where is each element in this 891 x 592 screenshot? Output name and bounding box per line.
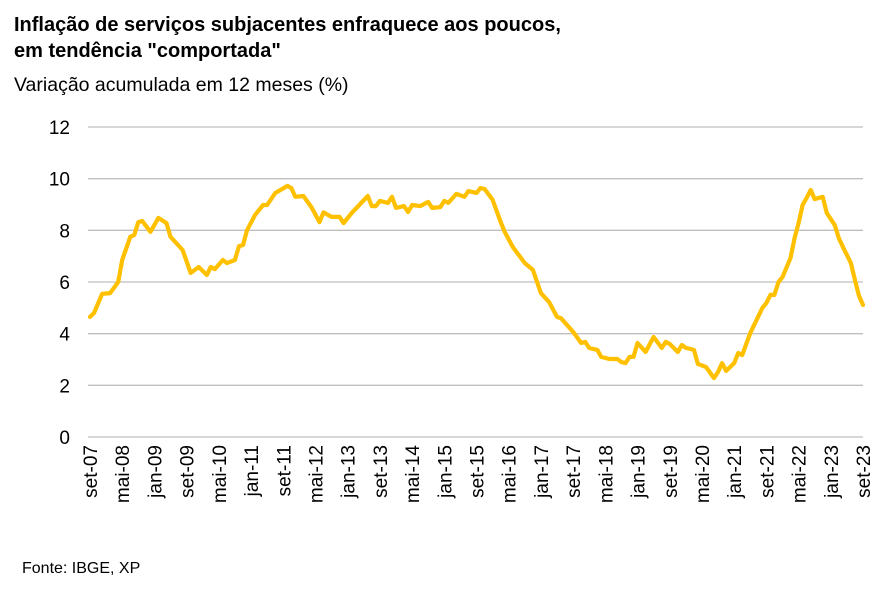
x-tick-label: mai-08 <box>113 445 134 503</box>
y-tick-label: 2 <box>59 376 70 397</box>
y-tick-label: 4 <box>59 325 70 346</box>
x-tick-label: mai-20 <box>693 445 714 503</box>
y-tick-label: 8 <box>59 221 70 242</box>
chart-title-line2: em tendência "comportada" <box>14 40 281 62</box>
x-tick-label: jan-13 <box>339 445 360 499</box>
x-tick-label: set-11 <box>274 445 295 496</box>
x-tick-label: set-23 <box>854 445 875 498</box>
x-tick-label: set-17 <box>564 445 585 498</box>
x-tick-label: set-07 <box>81 445 102 498</box>
x-tick-label: mai-22 <box>790 445 811 503</box>
x-tick-label: mai-14 <box>403 445 424 504</box>
chart-subtitle: Variação acumulada em 12 meses (%) <box>14 74 349 96</box>
y-tick-label: 0 <box>59 428 70 449</box>
x-tick-label: set-19 <box>661 445 682 498</box>
x-tick-label: set-15 <box>468 445 489 498</box>
x-tick-label: jan-19 <box>629 445 650 499</box>
y-tick-label: 12 <box>49 118 70 139</box>
x-tick-label: mai-10 <box>210 445 231 503</box>
y-tick-label: 6 <box>59 273 70 294</box>
x-tick-label: mai-12 <box>306 445 327 503</box>
x-tick-label: set-21 <box>757 445 778 498</box>
x-tick-label: jan-09 <box>145 445 166 499</box>
y-tick-label: 10 <box>49 170 70 191</box>
x-tick-label: set-13 <box>371 445 392 498</box>
x-tick-label: mai-18 <box>596 445 617 503</box>
chart-title-line1: Inflação de serviços subjacentes enfraqu… <box>14 14 561 36</box>
x-tick-label: mai-16 <box>500 445 521 503</box>
x-tick-label: jan-15 <box>435 445 456 499</box>
x-tick-label: jan-11 <box>242 445 263 497</box>
x-tick-label: jan-21 <box>725 445 746 499</box>
x-tick-label: jan-17 <box>532 445 553 499</box>
x-tick-label: jan-23 <box>822 445 843 499</box>
source-note: Fonte: IBGE, XP <box>22 560 141 577</box>
x-tick-label: set-09 <box>178 445 199 498</box>
